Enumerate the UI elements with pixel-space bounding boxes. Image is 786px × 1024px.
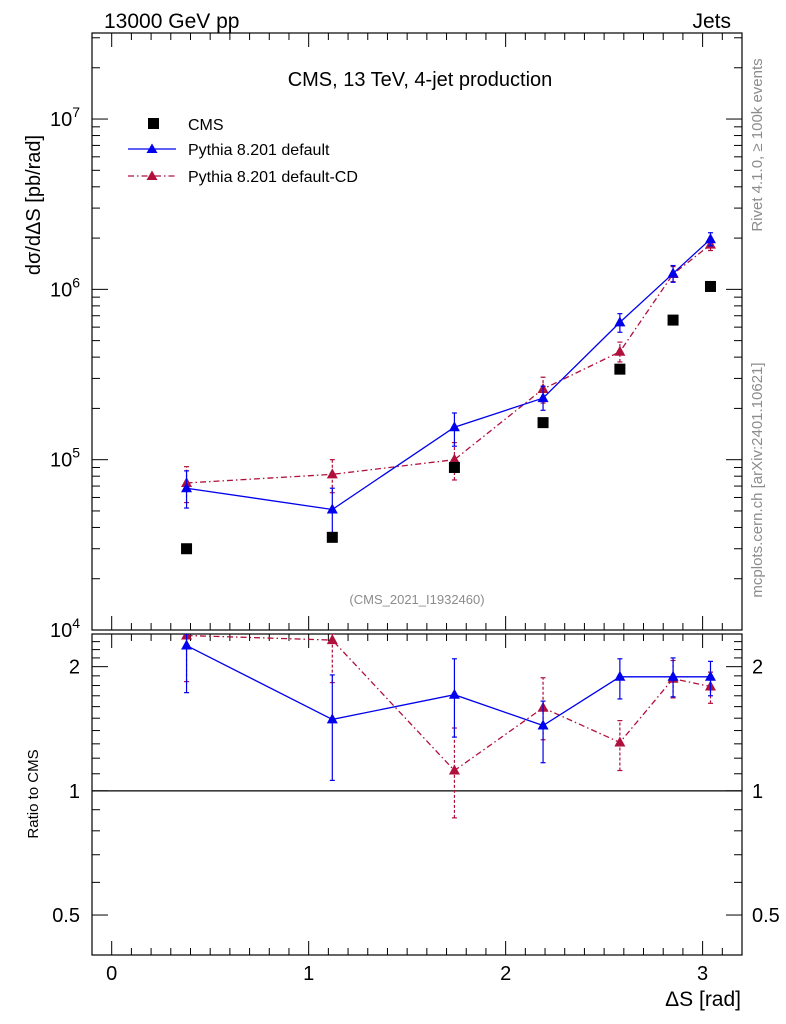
ratio-y-tick-label: 0.5 bbox=[52, 905, 80, 927]
ratio-def-point bbox=[704, 670, 716, 681]
ratio-def-point bbox=[667, 670, 679, 681]
rivet-version-label: Rivet 4.1.0, ≥ 100k events bbox=[749, 58, 766, 231]
axes-layer: 0 1 2 3 104 105 106 107 0.5 0.5 1 1 2 2 bbox=[50, 33, 780, 985]
ratio-def-line bbox=[186, 644, 711, 727]
legend-cms-marker bbox=[148, 118, 159, 129]
ratio-y-tick-label-right: 0.5 bbox=[752, 905, 780, 927]
legend: CMS Pythia 8.201 default Pythia 8.201 de… bbox=[128, 117, 358, 186]
header-process-label: Jets bbox=[692, 10, 731, 33]
legend-default-marker bbox=[146, 143, 158, 153]
main-cms-point bbox=[704, 280, 716, 292]
ratio-def-point bbox=[326, 713, 338, 724]
ratio-y-axis-label: Ratio to CMS bbox=[25, 749, 42, 838]
ratio-y-tick-label-right: 1 bbox=[752, 781, 763, 803]
main-cms-point bbox=[537, 417, 549, 429]
x-tick-label: 1 bbox=[303, 963, 314, 985]
main-def-point bbox=[704, 233, 716, 244]
legend-default-label: Pythia 8.201 default bbox=[188, 142, 330, 159]
main-def-point bbox=[537, 392, 549, 403]
main-def-point bbox=[448, 421, 460, 432]
main-cms-point bbox=[181, 543, 193, 555]
ratio-def-point bbox=[537, 719, 549, 730]
main-def-point bbox=[326, 503, 338, 514]
main-panel-frame bbox=[91, 32, 743, 631]
ratio-y-tick-label-right: 2 bbox=[752, 657, 763, 679]
main-y-axis-label: dσ/dΔS [pb/rad] bbox=[23, 135, 45, 275]
main-def-point bbox=[667, 267, 679, 278]
main-cms-point bbox=[614, 363, 626, 375]
ratio-cd-line bbox=[186, 634, 711, 772]
main-cd-line bbox=[186, 244, 711, 484]
ratio-y-tick-label: 2 bbox=[69, 657, 80, 679]
main-cd-point bbox=[448, 453, 460, 464]
x-tick-label: 2 bbox=[500, 963, 511, 985]
ratio-y-tick-label: 1 bbox=[69, 781, 80, 803]
legend-cms-label: CMS bbox=[188, 117, 224, 134]
main-def-point bbox=[181, 482, 193, 493]
main-cms-point bbox=[448, 461, 460, 473]
ratio-cd-point bbox=[326, 634, 338, 645]
ratio-panel-frame bbox=[91, 633, 743, 956]
legend-cd-label: Pythia 8.201 default-CD bbox=[188, 169, 358, 186]
main-cms-point bbox=[326, 531, 338, 543]
x-tick-label: 0 bbox=[106, 963, 117, 985]
main-cd-point bbox=[326, 468, 338, 479]
x-axis-label: ΔS [rad] bbox=[665, 988, 741, 1011]
analysis-watermark: (CMS_2021_I1932460) bbox=[349, 592, 484, 607]
main-y-tick-label: 104 bbox=[50, 615, 80, 642]
main-y-tick-label: 106 bbox=[50, 274, 80, 301]
main-def-point bbox=[614, 316, 626, 327]
legend-cd-marker bbox=[146, 170, 158, 180]
main-cms-point bbox=[667, 314, 679, 326]
ratio-def-point bbox=[614, 670, 626, 681]
ratio-def-point bbox=[448, 688, 460, 699]
main-cd-point bbox=[614, 345, 626, 356]
main-def-line bbox=[186, 238, 711, 511]
header-energy-label: 13000 GeV pp bbox=[104, 10, 239, 33]
ratio-plot-area bbox=[181, 634, 716, 819]
ratio-def-point bbox=[181, 639, 193, 650]
ratio-cd-point bbox=[448, 764, 460, 775]
main-y-tick-label: 105 bbox=[50, 445, 80, 472]
mcplots-source-label: mcplots.cern.ch [arXiv:2401.10621] bbox=[749, 362, 766, 597]
main-plot-area bbox=[181, 232, 716, 555]
main-y-tick-label: 107 bbox=[50, 104, 80, 131]
x-tick-label: 3 bbox=[697, 963, 708, 985]
ratio-cd-point bbox=[614, 736, 626, 747]
chart-title: CMS, 13 TeV, 4-jet production bbox=[288, 69, 553, 91]
